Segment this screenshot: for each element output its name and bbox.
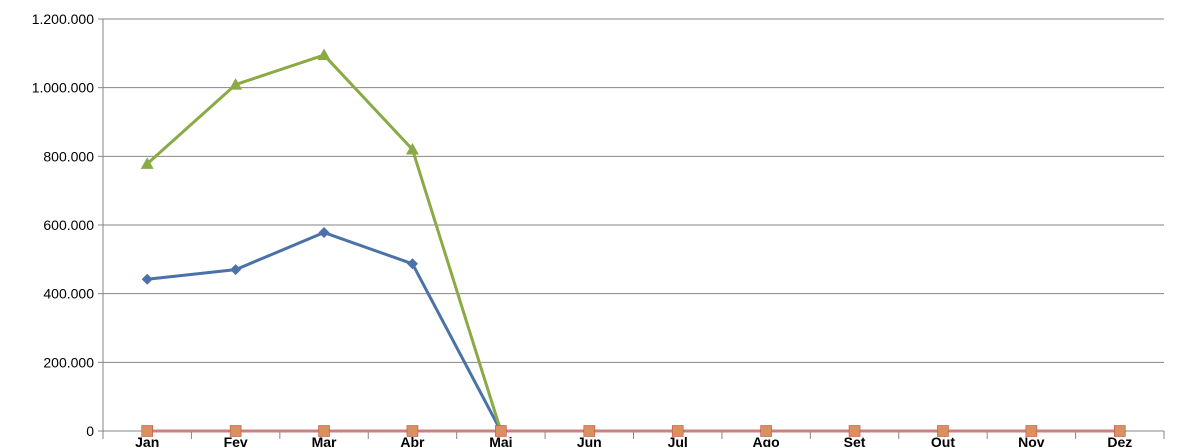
series-2-point — [760, 425, 772, 437]
x-tick-label: Fev — [224, 434, 248, 447]
x-tick-label: Dez — [1107, 434, 1132, 447]
series-3-line — [146, 53, 503, 432]
series-2-point — [583, 425, 596, 437]
x-tick-label: Mar — [312, 434, 337, 447]
x-tick-label: Abr — [400, 434, 425, 447]
series-2-point — [495, 425, 507, 437]
series-2-point — [671, 425, 684, 437]
x-tick-label: Out — [931, 434, 955, 447]
series-3-point — [140, 157, 154, 169]
series-1-point — [406, 258, 418, 270]
series-1-point — [230, 264, 242, 276]
series-3-point — [317, 48, 331, 61]
y-tick-label: 1.200.000 — [32, 11, 94, 27]
series-3-point — [405, 142, 419, 155]
x-tick-label: Jul — [668, 434, 688, 447]
y-tick-label: 0 — [86, 423, 94, 439]
series-2-point — [1113, 425, 1126, 437]
x-tick-label: Nov — [1018, 434, 1045, 447]
series-2-point — [848, 425, 861, 437]
y-tick-label: 400.000 — [43, 286, 94, 302]
series-2-point — [406, 425, 419, 437]
series-1-point — [141, 273, 153, 285]
y-tick-label: 800.000 — [43, 148, 94, 164]
y-tick-label: 200.000 — [43, 354, 94, 370]
series-2-point — [1025, 425, 1038, 437]
series-2-point — [141, 425, 154, 437]
series-3-point — [229, 78, 243, 90]
series-2-point — [229, 425, 242, 437]
x-tick-label: Ago — [753, 434, 780, 447]
series-2-point — [318, 425, 330, 437]
x-tick-label: Mai — [489, 434, 512, 447]
series-2-point — [937, 425, 949, 437]
x-tick-label: Jan — [135, 434, 159, 447]
series-1-point — [318, 227, 330, 239]
x-tick-label: Jun — [577, 434, 602, 447]
x-tick-label: Set — [844, 434, 866, 447]
y-tick-label: 1.000.000 — [32, 80, 94, 96]
y-tick-label: 600.000 — [43, 217, 94, 233]
